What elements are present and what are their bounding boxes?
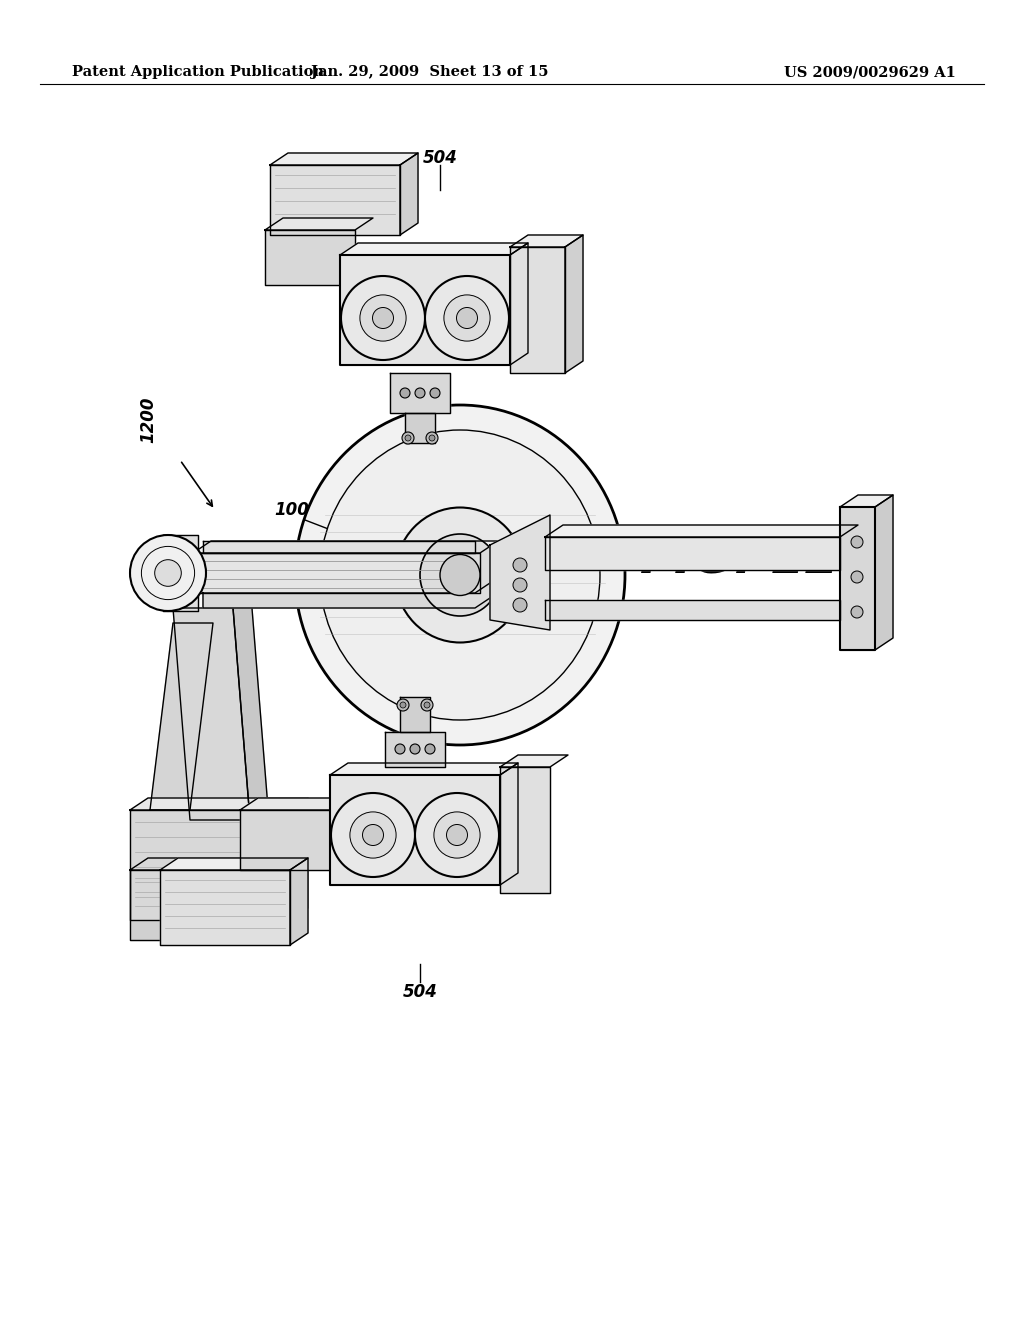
Ellipse shape — [155, 560, 181, 586]
Ellipse shape — [421, 700, 433, 711]
Polygon shape — [233, 597, 268, 820]
Text: 1200: 1200 — [139, 397, 157, 444]
Polygon shape — [500, 767, 550, 894]
Polygon shape — [130, 810, 290, 920]
Text: 504: 504 — [402, 983, 437, 1001]
Polygon shape — [290, 858, 308, 945]
Ellipse shape — [400, 388, 410, 399]
Polygon shape — [510, 247, 565, 374]
Text: US 2009/0029629 A1: US 2009/0029629 A1 — [784, 65, 956, 79]
Polygon shape — [874, 495, 893, 649]
Ellipse shape — [295, 405, 625, 744]
Ellipse shape — [851, 606, 863, 618]
Ellipse shape — [851, 536, 863, 548]
Ellipse shape — [350, 812, 396, 858]
Polygon shape — [565, 235, 583, 374]
Ellipse shape — [513, 578, 527, 591]
Ellipse shape — [440, 554, 480, 595]
Polygon shape — [406, 413, 435, 444]
Ellipse shape — [443, 294, 490, 341]
Polygon shape — [130, 870, 280, 940]
Text: Jan. 29, 2009  Sheet 13 of 15: Jan. 29, 2009 Sheet 13 of 15 — [311, 65, 549, 79]
Polygon shape — [290, 799, 308, 920]
Text: 100: 100 — [274, 502, 309, 519]
Ellipse shape — [331, 793, 415, 876]
Ellipse shape — [513, 598, 527, 612]
Polygon shape — [193, 541, 498, 553]
Polygon shape — [385, 733, 445, 767]
Polygon shape — [340, 243, 528, 255]
Polygon shape — [203, 541, 475, 553]
Polygon shape — [240, 799, 348, 810]
Polygon shape — [500, 763, 518, 884]
Polygon shape — [510, 243, 528, 366]
Polygon shape — [173, 609, 250, 820]
Text: FIG. 12: FIG. 12 — [640, 536, 840, 583]
Ellipse shape — [415, 793, 499, 876]
Ellipse shape — [426, 432, 438, 444]
Polygon shape — [270, 165, 400, 235]
Ellipse shape — [457, 308, 477, 329]
Ellipse shape — [420, 535, 500, 616]
Polygon shape — [840, 495, 893, 507]
Ellipse shape — [410, 744, 420, 754]
Ellipse shape — [341, 276, 425, 360]
Ellipse shape — [319, 430, 600, 719]
Ellipse shape — [446, 825, 468, 846]
Polygon shape — [130, 858, 298, 870]
Ellipse shape — [425, 744, 435, 754]
Polygon shape — [330, 763, 518, 775]
Ellipse shape — [415, 388, 425, 399]
Polygon shape — [500, 755, 568, 767]
Ellipse shape — [397, 700, 409, 711]
Polygon shape — [265, 230, 355, 285]
Polygon shape — [330, 775, 500, 884]
Polygon shape — [400, 153, 418, 235]
Ellipse shape — [395, 744, 406, 754]
Polygon shape — [400, 697, 430, 733]
Ellipse shape — [513, 558, 527, 572]
Polygon shape — [545, 525, 858, 537]
Polygon shape — [340, 255, 510, 366]
Polygon shape — [160, 858, 308, 870]
Ellipse shape — [362, 825, 384, 846]
Ellipse shape — [395, 507, 525, 643]
Ellipse shape — [406, 436, 411, 441]
Ellipse shape — [402, 432, 414, 444]
Polygon shape — [545, 601, 840, 620]
Text: Patent Application Publication: Patent Application Publication — [72, 65, 324, 79]
Ellipse shape — [373, 308, 393, 329]
Ellipse shape — [400, 702, 406, 708]
Polygon shape — [203, 581, 493, 609]
Polygon shape — [265, 218, 373, 230]
Polygon shape — [163, 535, 198, 611]
Ellipse shape — [434, 812, 480, 858]
Polygon shape — [350, 285, 375, 325]
Polygon shape — [490, 515, 550, 630]
Polygon shape — [840, 507, 874, 649]
Polygon shape — [193, 553, 480, 593]
Ellipse shape — [425, 276, 509, 360]
Ellipse shape — [851, 572, 863, 583]
Polygon shape — [270, 153, 418, 165]
Polygon shape — [510, 235, 583, 247]
Polygon shape — [545, 537, 840, 570]
Ellipse shape — [429, 436, 435, 441]
Polygon shape — [130, 799, 308, 810]
Ellipse shape — [359, 294, 407, 341]
Polygon shape — [150, 623, 213, 810]
Polygon shape — [160, 870, 290, 945]
Ellipse shape — [130, 535, 206, 611]
Polygon shape — [240, 810, 330, 870]
Ellipse shape — [424, 702, 430, 708]
Ellipse shape — [430, 388, 440, 399]
Text: 504: 504 — [423, 149, 458, 168]
Polygon shape — [390, 374, 450, 413]
